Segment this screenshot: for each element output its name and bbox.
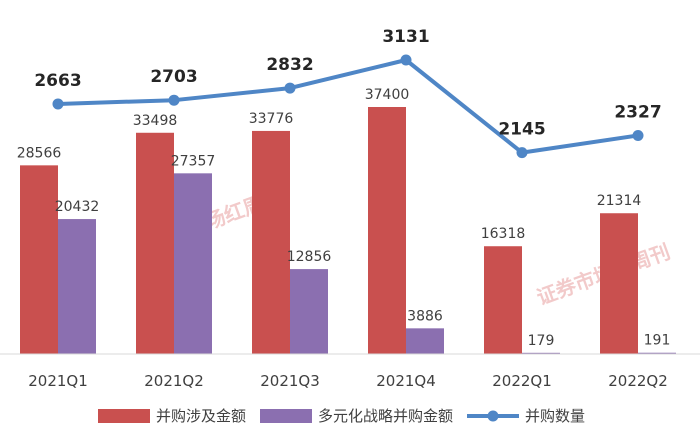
x-tick-label: 2022Q2 <box>608 372 668 390</box>
bar-value-label: 179 <box>528 333 555 349</box>
line-value-label: 2832 <box>266 55 313 75</box>
line-point-2021Q3 <box>284 82 296 94</box>
line-merger-count <box>57 58 639 155</box>
line-point-2021Q1 <box>52 98 64 110</box>
bar-value-label: 33776 <box>249 111 294 127</box>
line-value-label: 2663 <box>34 71 81 91</box>
legend-label: 并购涉及金额 <box>156 407 246 425</box>
line-series <box>52 54 644 159</box>
x-tick-label: 2021Q3 <box>260 372 320 390</box>
bar-merger-amount-2022Q1 <box>484 246 522 354</box>
line-value-label: 2703 <box>150 67 197 87</box>
bar-merger-amount-2021Q4 <box>368 107 406 354</box>
bar-merger-amount-2021Q3 <box>252 130 290 354</box>
legend: 并购涉及金额 多元化战略并购金额 并购数量 <box>98 407 585 425</box>
bar-value-label: 21314 <box>597 193 642 209</box>
line-value-label: 2327 <box>614 102 661 122</box>
line-point-2021Q4 <box>400 54 412 66</box>
bar-merger-amount-2022Q2 <box>600 213 638 354</box>
legend-label: 并购数量 <box>525 407 585 425</box>
legend-swatch <box>260 409 312 423</box>
bar-diversification-amount-2022Q1 <box>522 352 560 354</box>
bar-value-label: 20432 <box>55 199 100 215</box>
bar-diversification-amount-2021Q4 <box>406 328 444 354</box>
bar-diversification-amount-2021Q2 <box>174 173 212 354</box>
labels: 28566 20432 33498 27357 33776 12856 37400 3886 1… <box>17 27 671 349</box>
bar-value-label: 12856 <box>287 249 332 265</box>
watermarks: 证券市场红周刊证券市场红周刊 <box>146 184 674 309</box>
legend-swatch <box>98 409 150 423</box>
legend-swatch-marker <box>487 410 499 422</box>
bar-merger-amount-2021Q2 <box>136 132 174 354</box>
bar-value-label: 3886 <box>407 308 443 324</box>
line-point-2022Q1 <box>516 147 528 159</box>
line-point-2022Q2 <box>632 129 644 141</box>
bar-value-label: 191 <box>644 333 671 349</box>
line-point-2021Q2 <box>168 94 180 106</box>
legend-label: 多元化战略并购金额 <box>318 407 453 425</box>
x-tick-label: 2022Q1 <box>492 372 552 390</box>
bar-diversification-amount-2022Q2 <box>638 352 676 354</box>
bar-value-label: 28566 <box>17 145 62 161</box>
x-tick-label: 2021Q4 <box>376 372 436 390</box>
line-value-label: 3131 <box>382 27 429 47</box>
bar-value-label: 16318 <box>481 226 526 242</box>
bars <box>20 107 676 354</box>
bar-value-label: 27357 <box>171 153 216 169</box>
bar-merger-amount-2021Q1 <box>20 165 58 354</box>
x-tick-label: 2021Q1 <box>28 372 88 390</box>
bar-value-label: 37400 <box>365 87 410 103</box>
line-value-label: 2145 <box>498 120 545 140</box>
x-tick-labels: 2021Q1 2021Q2 2021Q3 2021Q4 2022Q1 2022Q2 <box>28 372 668 390</box>
bar-value-label: 33498 <box>133 113 178 129</box>
x-tick-label: 2021Q2 <box>144 372 204 390</box>
bar-diversification-amount-2021Q3 <box>290 269 328 354</box>
bar-diversification-amount-2021Q1 <box>58 219 96 354</box>
